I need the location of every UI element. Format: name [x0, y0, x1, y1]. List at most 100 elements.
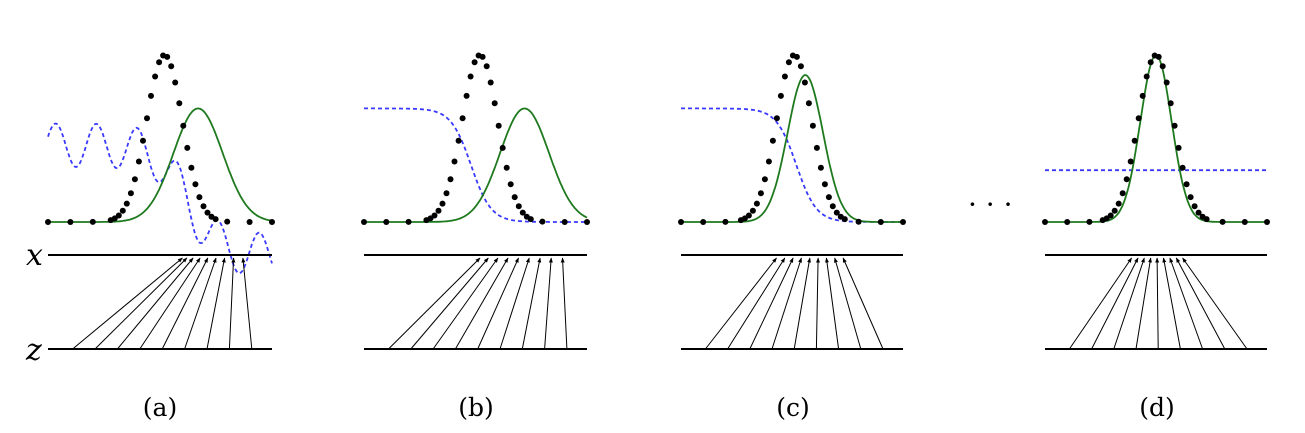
discriminator-curve-a	[47, 122, 273, 275]
data-dot	[405, 218, 412, 225]
panel-d	[1042, 52, 1270, 350]
mapping-arrow	[499, 257, 530, 350]
data-dot	[805, 100, 812, 107]
data-dot	[119, 207, 126, 214]
data-dot	[1195, 209, 1202, 216]
data-dot	[455, 137, 462, 144]
data-dot	[1191, 203, 1198, 210]
mapping-arrow	[544, 257, 553, 350]
data-dot	[246, 219, 253, 225]
data-dot	[1171, 122, 1178, 129]
panels	[45, 52, 1270, 350]
data-dot	[1115, 200, 1122, 207]
mapping-arrow	[1169, 257, 1204, 350]
data-dot	[1187, 194, 1194, 201]
data-dot	[459, 115, 466, 122]
data-dot	[1131, 137, 1138, 144]
data-dot	[833, 209, 840, 216]
mapping-arrow	[1135, 257, 1152, 350]
ellipsis: · · ·	[968, 188, 1013, 221]
data-dot	[515, 203, 522, 210]
data-dot	[773, 115, 780, 122]
data-dot	[1123, 176, 1130, 183]
data-dot	[1179, 164, 1186, 171]
data-dot	[479, 53, 486, 60]
data-dot	[1127, 158, 1134, 165]
data-dot	[825, 194, 832, 201]
data-dot	[67, 219, 74, 225]
data-dot	[1264, 219, 1270, 225]
data-dot	[495, 122, 502, 129]
mapping-arrow	[477, 257, 519, 350]
data-dot	[499, 144, 506, 151]
mapping-arrow	[705, 257, 777, 350]
data-dot	[140, 137, 146, 144]
data-dot	[561, 219, 568, 225]
data-dot	[511, 194, 518, 201]
data-dot	[144, 115, 150, 122]
mapping-arrow	[1162, 257, 1181, 350]
data-dot	[817, 164, 824, 171]
data-dot	[745, 212, 752, 219]
data-dot	[212, 216, 219, 223]
panel-c	[678, 52, 906, 350]
data-dot	[797, 63, 804, 70]
data-dot	[361, 219, 367, 225]
mapping-arrow	[454, 257, 509, 350]
data-dot	[1042, 219, 1048, 225]
mapping-arrow	[206, 257, 226, 350]
discriminator-curve-b	[364, 107, 587, 223]
data-distribution-a	[45, 52, 275, 225]
data-dot	[1135, 115, 1142, 122]
mapping-arrow	[1155, 257, 1160, 350]
data-dot	[801, 79, 808, 86]
data-dot	[176, 100, 183, 107]
generator-curve-b	[364, 107, 588, 223]
mapping-arrow	[771, 257, 802, 350]
data-dot	[809, 122, 816, 129]
data-dot	[180, 122, 187, 129]
caption-c: (c)	[776, 393, 810, 422]
data-dot	[451, 158, 458, 165]
mapping-arrow	[521, 257, 542, 350]
data-dot	[45, 219, 51, 225]
data-dot	[435, 207, 442, 214]
data-dot	[700, 219, 707, 225]
data-dot	[172, 79, 179, 86]
mapping-arrow	[749, 257, 794, 350]
data-dot	[519, 209, 526, 216]
data-dot	[115, 212, 122, 219]
mapping-arrow	[1068, 257, 1133, 350]
data-dot	[1147, 59, 1154, 66]
mapping-arrows-a	[72, 257, 253, 350]
panel-a	[45, 52, 275, 350]
caption-b: (b)	[458, 393, 494, 422]
data-dot	[184, 144, 191, 151]
mapping-arrow	[117, 257, 194, 350]
mapping-arrow	[727, 257, 786, 350]
data-dot	[431, 212, 438, 219]
data-dot	[164, 53, 171, 60]
data-dot	[829, 203, 836, 210]
data-dot	[793, 53, 800, 60]
mapping-arrow	[1182, 257, 1248, 350]
mapping-arrow	[1113, 257, 1145, 350]
data-dot	[749, 207, 756, 214]
mapping-arrow	[241, 257, 253, 350]
data-dot	[1119, 190, 1126, 197]
data-dot	[152, 73, 159, 80]
data-dot	[1107, 212, 1114, 219]
data-dot	[168, 63, 175, 70]
mapping-arrow	[432, 257, 499, 350]
mapping-arrow	[793, 257, 812, 350]
data-dot	[463, 92, 470, 99]
data-dot	[781, 73, 788, 80]
data-dot	[507, 181, 514, 188]
data-dot	[584, 219, 590, 225]
data-dot	[1111, 207, 1118, 214]
data-dot	[383, 219, 390, 225]
data-dot	[841, 216, 848, 223]
data-dot	[765, 158, 772, 165]
generator-curve-d	[1045, 54, 1267, 223]
